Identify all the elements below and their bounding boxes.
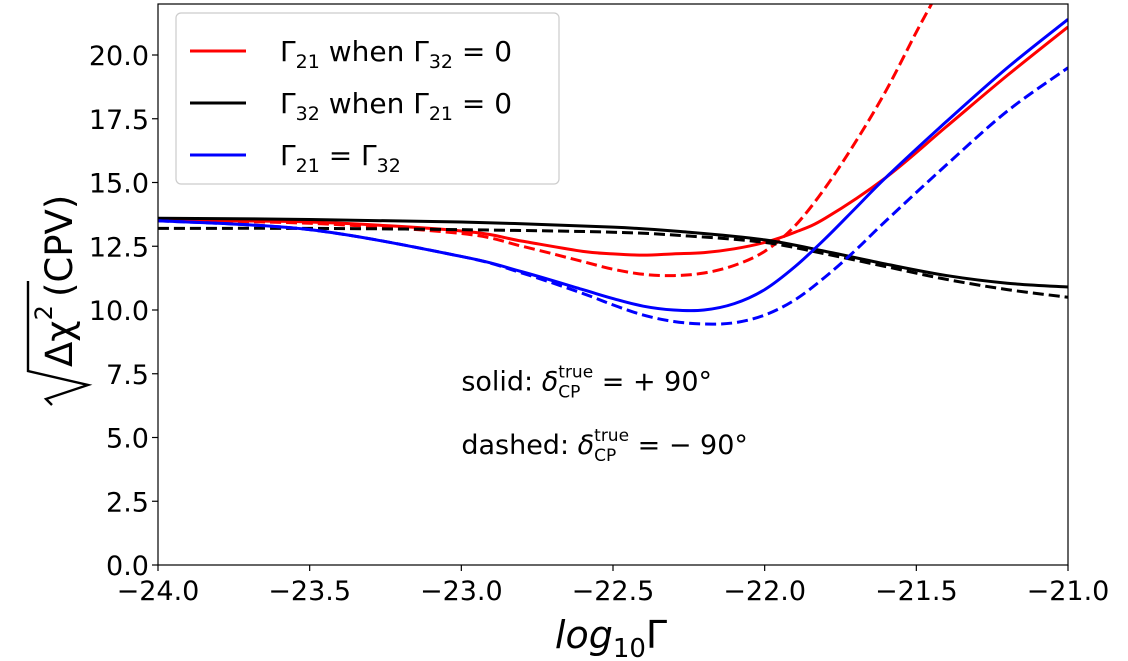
annotation-sup: true (594, 426, 629, 446)
y-axis-title-sup: 2 (30, 305, 58, 320)
legend-label-part: = 0 (453, 87, 512, 120)
x-axis-ticks: −24.0 −23.5 −23.0 −22.5 −22.0 −21.5 −21.0 (117, 565, 1110, 607)
y-axis-ticks: 0.0 2.5 5.0 7.5 10.0 12.5 15.0 17.5 20.0 (89, 41, 158, 582)
y-axis-title-text: Δχ2 (CPV) (30, 195, 81, 367)
legend-label-part: = 0 (453, 35, 512, 68)
legend-label-part: when Γ (320, 87, 429, 120)
legend-label-part: 21 (296, 155, 320, 177)
x-axis-title-base: log (555, 613, 613, 657)
annotation-symbol: δ (578, 430, 595, 461)
y-tick-label: 5.0 (106, 424, 149, 455)
annotation-sub: CP (594, 446, 616, 466)
y-tick-label: 2.5 (106, 487, 149, 518)
annotation-sup: true (558, 362, 593, 382)
annotation-prefix: solid: (461, 366, 541, 397)
x-tick-label: −21.5 (875, 576, 958, 607)
legend-label: Γ21 = Γ32 (280, 139, 401, 177)
annotation-text: dashed: δtrue CP = − 90° (461, 426, 748, 466)
legend-label-part: Γ (280, 35, 296, 68)
series-line-3-dashed (158, 226, 1068, 299)
x-axis-title-tail: Γ (646, 613, 667, 657)
series-line-1-dashed (158, 4, 933, 278)
legend-label-part: = Γ (320, 139, 377, 172)
x-tick-label: −23.5 (268, 576, 351, 607)
y-axis-title-radicand: Δχ (38, 320, 81, 367)
annotation-sub: CP (558, 382, 580, 402)
legend-label-part: 32 (296, 103, 320, 125)
y-tick-label: 20.0 (89, 41, 149, 72)
annotations: solid: δtrue CP = + 90°dashed: δtrue CP = … (461, 362, 748, 466)
x-axis-title: log10Γ (555, 613, 667, 661)
y-tick-label: 7.5 (106, 360, 149, 391)
y-tick-label: 12.5 (89, 232, 149, 263)
legend-label-part: Γ (280, 139, 296, 172)
legend-label-part: when Γ (320, 35, 429, 68)
x-tick-label: −22.5 (572, 576, 655, 607)
annotation-suffix: = − 90° (629, 430, 748, 461)
series-line-2-solid (158, 216, 1068, 289)
legend-label-part: 32 (377, 155, 401, 177)
legend-label-part: 21 (296, 51, 320, 73)
y-axis-title: Δχ2 (CPV) (26, 195, 93, 406)
annotation-suffix: = + 90° (593, 366, 712, 397)
legend-label: Γ21 when Γ32 = 0 (280, 35, 512, 73)
series-layer (158, 4, 1068, 326)
annotation-text: solid: δtrue CP = + 90° (461, 362, 712, 402)
x-tick-label: −24.0 (117, 576, 200, 607)
x-tick-label: −21.0 (1027, 576, 1110, 607)
y-axis-title-tail: (CPV) (38, 195, 81, 297)
y-tick-label: 15.0 (89, 169, 149, 200)
series-line-5-dashed (158, 66, 1068, 326)
legend-label-part: 32 (429, 51, 453, 73)
legend-label-part: 21 (429, 103, 453, 125)
annotation-prefix: dashed: (461, 430, 577, 461)
x-tick-label: −23.0 (420, 576, 503, 607)
y-tick-label: 17.5 (89, 105, 149, 136)
annotation-symbol: δ (542, 366, 559, 397)
series-line-0-solid (158, 25, 1068, 257)
y-tick-label: 10.0 (89, 296, 149, 327)
y-tick-label: 0.0 (106, 551, 149, 582)
sqrt-radical-icon (26, 281, 93, 406)
x-axis-title-sub: 10 (613, 634, 646, 661)
legend-label-part: Γ (280, 87, 296, 120)
legend-box (175, 12, 560, 185)
legend-label: Γ32 when Γ21 = 0 (280, 87, 512, 125)
x-tick-label: −22.0 (723, 576, 806, 607)
